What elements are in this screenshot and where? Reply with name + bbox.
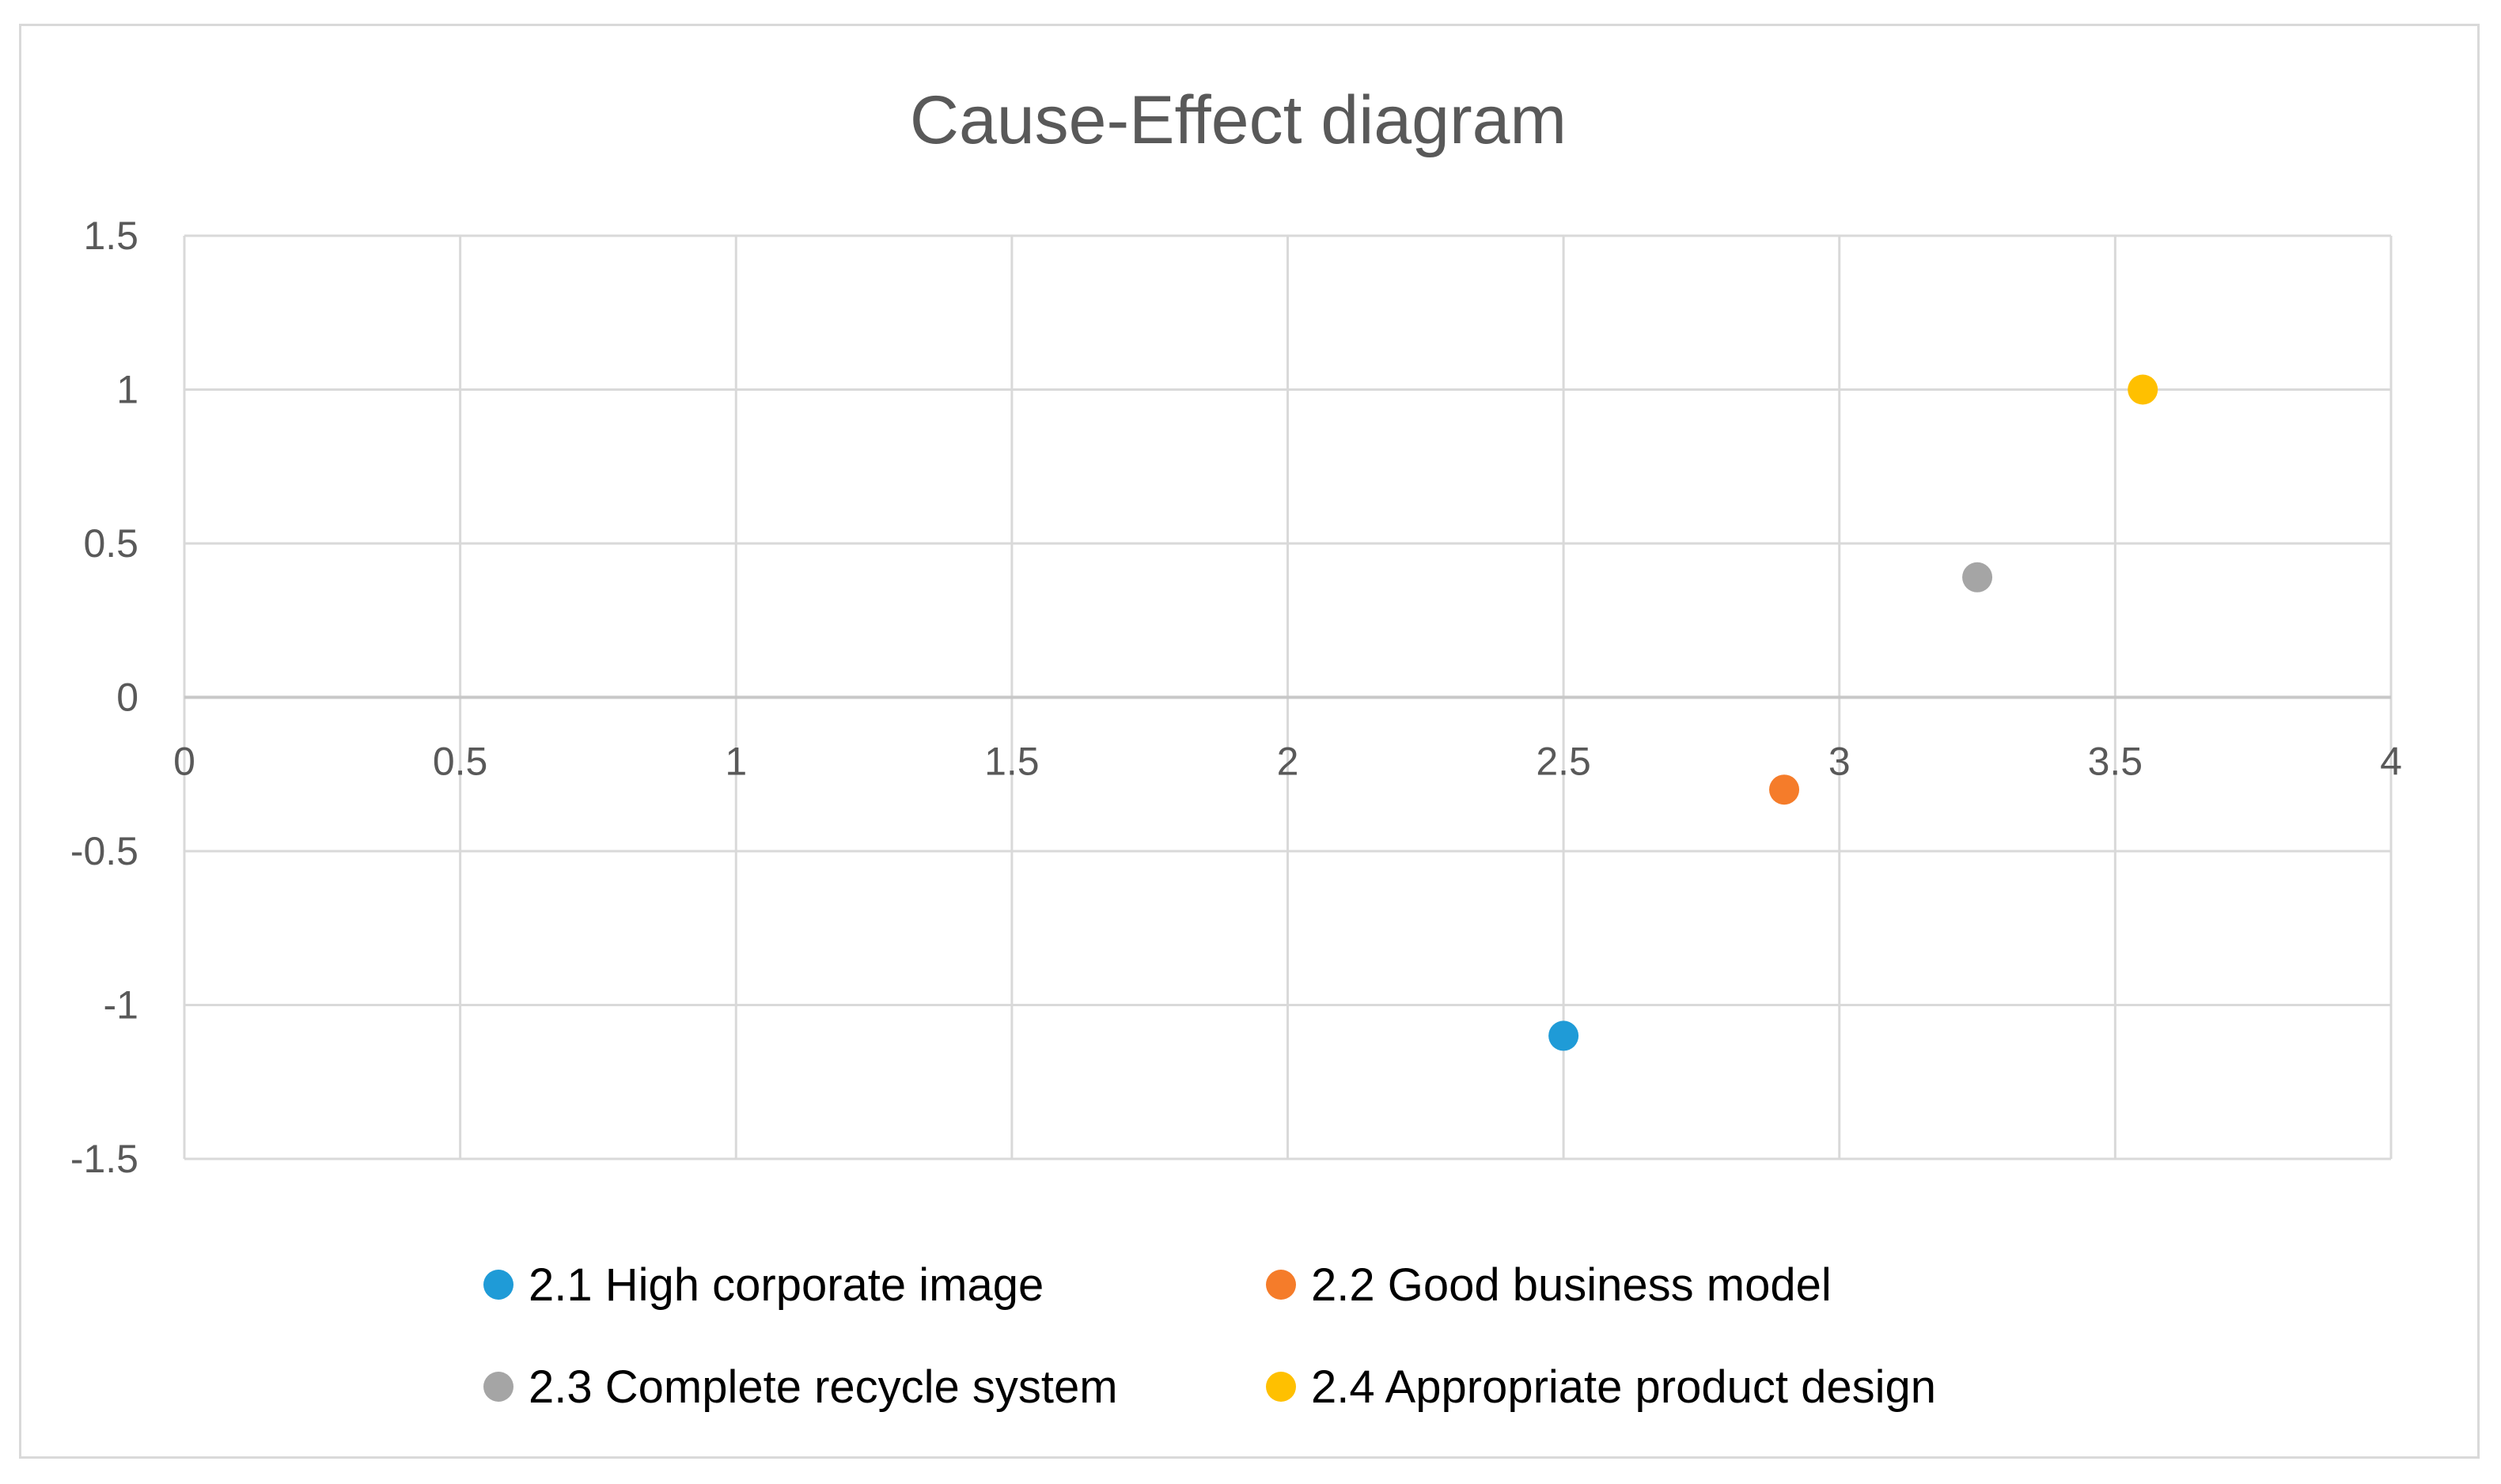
legend-item: 2.1 High corporate image [483, 1259, 1044, 1311]
x-tick-label: 2.5 [1536, 740, 1591, 784]
y-tick-label: -0.5 [70, 829, 138, 873]
x-tick-label: 4 [2380, 740, 2402, 784]
x-tick-label: 2 [1277, 740, 1299, 784]
x-tick-label: 3.5 [2088, 740, 2143, 784]
y-tick-label: 1 [116, 368, 138, 412]
legend-marker-series-4 [1266, 1372, 1296, 1402]
chart-frame: Cause-Effect diagram 0 0.5 1 1.5 2 2.5 3 3.5 4 1.… [19, 24, 2480, 1459]
legend-label: 2.4 Appropriate product design [1311, 1361, 1936, 1413]
x-tick-label: 1.5 [984, 740, 1040, 784]
legend-marker-series-3 [483, 1372, 513, 1402]
data-points [1548, 374, 2158, 1051]
grid [183, 234, 2393, 1160]
legend-marker-series-1 [483, 1270, 513, 1300]
data-point-series-2 [1769, 774, 1800, 805]
legend-label: 2.2 Good business model [1311, 1259, 1832, 1311]
y-tick-label: -1.5 [70, 1137, 138, 1181]
legend-marker-series-2 [1266, 1270, 1296, 1300]
data-point-series-4 [2128, 374, 2158, 405]
data-point-series-3 [1962, 562, 1993, 592]
scatter-chart: Cause-Effect diagram 0 0.5 1 1.5 2 2.5 3 3.5 4 1.… [70, 82, 2402, 1413]
legend-item: 2.2 Good business model [1266, 1259, 1832, 1311]
x-tick-label: 3 [1828, 740, 1851, 784]
legend-label: 2.1 High corporate image [529, 1259, 1044, 1311]
legend-item: 2.3 Complete recycle system [483, 1361, 1118, 1413]
y-tick-label: 0.5 [83, 521, 138, 566]
data-point-series-1 [1548, 1020, 1579, 1051]
x-tick-label: 0.5 [433, 740, 488, 784]
y-tick-label: 1.5 [83, 214, 138, 258]
legend: 2.1 High corporate image 2.2 Good busines… [483, 1259, 1936, 1413]
chart-title: Cause-Effect diagram [910, 82, 1567, 158]
x-tick-label: 0 [173, 740, 195, 784]
y-tick-label: -1 [104, 983, 138, 1028]
y-tick-label: 0 [116, 676, 138, 720]
legend-item: 2.4 Appropriate product design [1266, 1361, 1936, 1413]
x-tick-label: 1 [725, 740, 747, 784]
legend-label: 2.3 Complete recycle system [529, 1361, 1118, 1413]
tick-labels: 0 0.5 1 1.5 2 2.5 3 3.5 4 1.5 1 0.5 0 -0.5 -1 -1.5 [70, 214, 2402, 1181]
